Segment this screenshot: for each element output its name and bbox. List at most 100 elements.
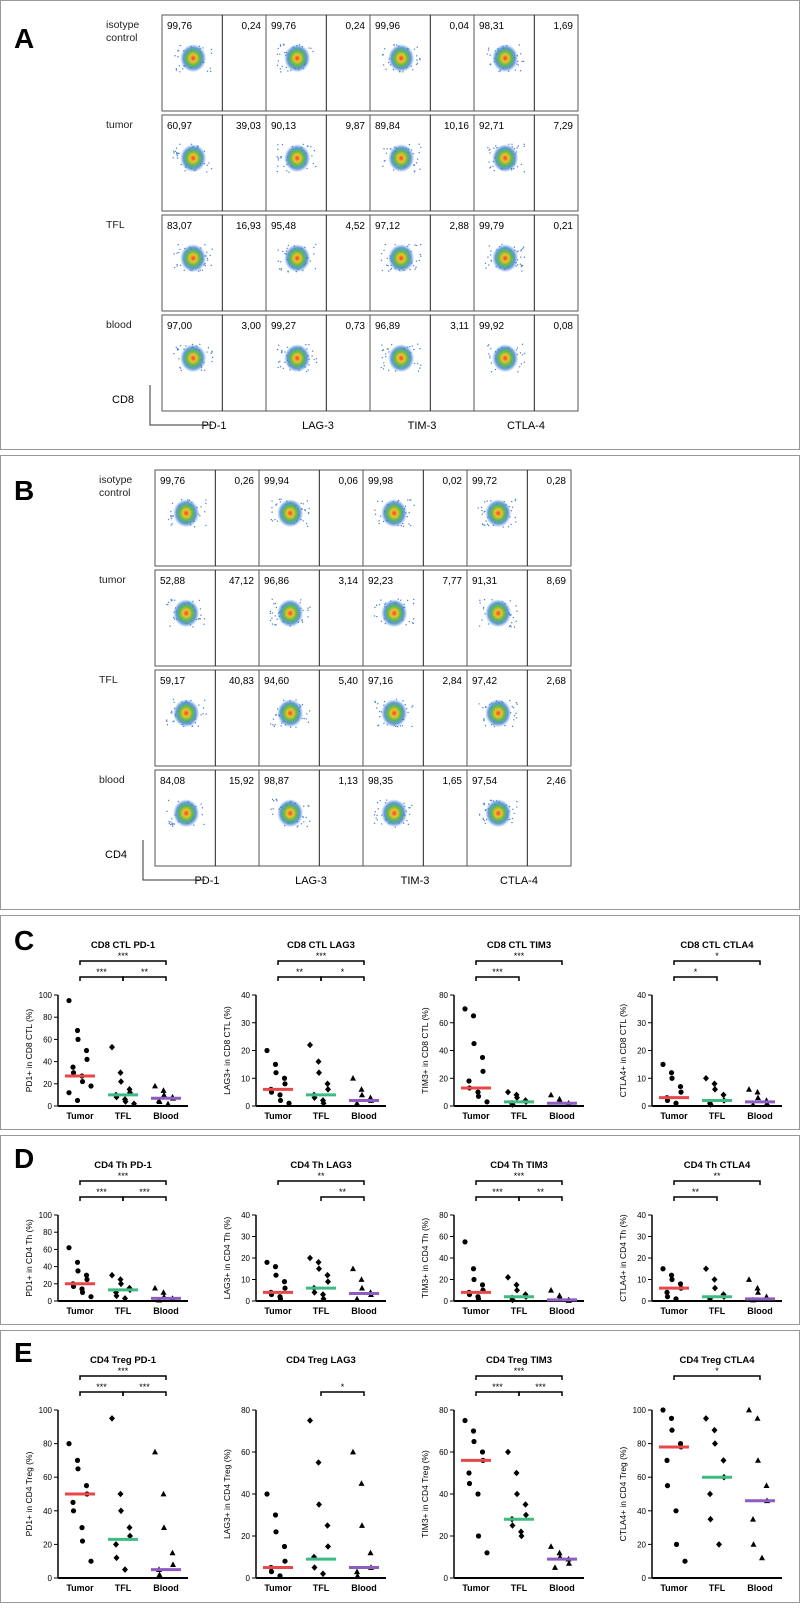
event-dot [511,725,514,728]
significance-label: *** [96,967,107,977]
x-axis-label: CTLA-4 [500,875,538,887]
event-dot [384,243,387,246]
event-density [492,344,519,373]
event-dot [386,257,389,260]
event-dot [487,345,489,347]
event-dot [305,343,307,346]
event-dot [165,720,168,722]
data-point [169,1549,176,1556]
quadrant-percent: 40,83 [229,676,254,687]
event-dot [376,819,378,821]
event-dot [280,351,283,354]
event-dot [306,525,309,528]
event-dot [286,170,288,172]
event-dot [381,269,384,272]
event-density [485,799,512,828]
significance-label: *** [96,1187,107,1197]
event-dot [487,353,490,355]
y-axis-title: CTLA4+ in CD4 Th (%) [618,1214,628,1302]
event-dot [481,513,484,515]
event-dot [305,816,307,819]
data-point [359,1522,365,1528]
y-axis-title: LAG3+ in CD4 Treg (%) [222,1449,232,1539]
significance-label: * [341,967,345,977]
event-dot [191,725,194,727]
event-dot [280,267,282,270]
event-dot [385,152,388,155]
event-dot [174,599,176,601]
chart-title: CD8 CTL CTLA4 [680,940,754,951]
event-dot [413,504,415,507]
quadrant-percent: 0,04 [450,21,470,32]
quadrant-percent: 0,24 [346,21,366,32]
event-dot [522,247,524,250]
data-point [548,1287,554,1293]
significance-bracket [79,1196,124,1201]
y-axis-title: LAG3+ in CD4 Th (%) [222,1216,232,1299]
y-axis-title: CTLA4+ in CD4 Treg (%) [618,1446,628,1541]
chart-title: CD4 Th LAG3 [290,1160,351,1171]
x-tick-label: Tumor [66,1583,94,1593]
data-point [83,1047,90,1054]
data-point [471,1438,477,1445]
data-point [462,1417,468,1424]
significance-bracket [277,1180,365,1185]
event-dot [166,603,168,606]
data-point [286,1100,292,1106]
event-dot [507,526,510,528]
quadrant-percent: 1,13 [339,776,359,787]
event-dot [419,253,422,256]
event-dot [276,64,279,67]
data-point [122,1098,129,1105]
event-dot [413,348,415,351]
event-dot [205,713,207,715]
data-point [755,1094,761,1101]
data-point [70,1070,77,1076]
x-tick-label: Blood [747,1306,773,1316]
data-point [170,1561,176,1567]
significance-bracket [79,976,124,981]
event-density [173,499,200,528]
y-tick-label: 100 [39,991,53,1000]
significance-label: *** [514,1366,525,1376]
y-tick-label: 0 [48,1574,53,1583]
data-point [118,1507,124,1515]
event-density [485,499,512,528]
event-dot [269,612,272,615]
event-dot [311,155,313,157]
event-dot [210,264,212,267]
event-density [277,799,304,828]
event-dot [487,49,490,51]
x-tick-label: TFL [313,1583,330,1593]
data-point [673,1541,680,1547]
event-dot [179,367,182,369]
quadrant-percent: 9,87 [346,121,366,132]
event-density [180,144,207,173]
event-dot [388,270,390,272]
event-dot [269,619,272,622]
event-dot [418,57,421,60]
data-point [277,1092,283,1098]
x-tick-label: Tumor [660,1583,688,1593]
event-dot [171,599,173,601]
event-dot [279,360,281,362]
data-point [358,1276,365,1282]
event-dot [386,264,388,266]
event-dot [270,518,273,521]
data-point [117,1490,124,1498]
significance-label: *** [139,1382,150,1392]
event-dot [170,516,172,518]
event-dot [401,725,404,727]
event-dot [485,705,487,708]
quadrant-percent: 99,76 [167,21,192,32]
event-dot [513,626,516,628]
event-dot [276,156,278,158]
x-tick-label: Tumor [462,1306,490,1316]
event-dot [203,823,205,826]
event-dot [383,362,385,364]
event-dot [511,506,514,509]
event-dot [413,362,416,365]
event-dot [381,500,384,503]
event-dot [305,718,307,720]
significance-bracket [475,976,520,981]
